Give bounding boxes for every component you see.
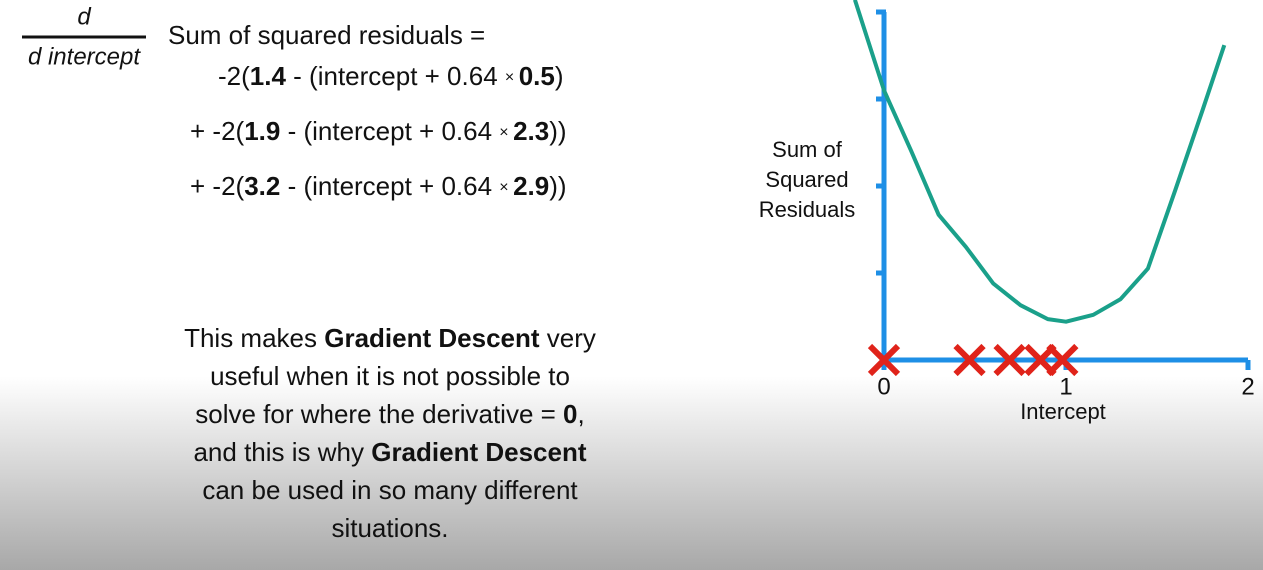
text-run: solve for where the derivative = (195, 399, 563, 429)
x-marker (1046, 343, 1079, 377)
formula-term: + -2(3.2 - (intercept + 0.64 × 2.9)) (190, 171, 567, 201)
x-axis-label: Intercept (1020, 399, 1106, 424)
paragraph-line: useful when it is not possible to (210, 361, 570, 391)
text-run: useful when it is not possible to (210, 361, 570, 391)
text-run: × (499, 124, 513, 141)
text-run: can be used in so many different (202, 475, 578, 505)
paragraph-line: This makes Gradient Descent very (184, 323, 596, 353)
text-run: 2.9 (513, 171, 549, 201)
curve (852, 0, 1227, 324)
text-run: )) (549, 171, 566, 201)
text-run: very (540, 323, 596, 353)
x-marker (953, 343, 986, 377)
text-run: + -2( (190, 171, 245, 201)
text-run: 1.4 (250, 61, 287, 91)
formula-term: -2(1.4 - (intercept + 0.64 × 0.5) (218, 61, 564, 91)
formula-lead: Sum of squared residuals = (168, 20, 485, 50)
text-run: × (505, 69, 519, 86)
x-marker (867, 343, 901, 377)
text-run: situations. (331, 513, 448, 543)
x-marker (993, 343, 1026, 377)
text-run: 0.5 (519, 61, 555, 91)
text-run: )) (549, 116, 566, 146)
text-run: 0 (563, 399, 577, 429)
text-run: This makes (184, 323, 324, 353)
text-run: ) (555, 61, 564, 91)
fraction-denominator: d intercept (28, 43, 141, 70)
paragraph-line: solve for where the derivative = 0, (195, 399, 585, 429)
text-run: - (intercept + 0.64 (280, 171, 499, 201)
text-run: Gradient Descent (371, 437, 587, 467)
paragraph-line: situations. (331, 513, 448, 543)
x-tick-label: 0 (877, 373, 890, 400)
y-axis-label: Squared (765, 167, 848, 192)
text-run: -2( (218, 61, 250, 91)
text-run: , (578, 399, 585, 429)
paragraph-line: can be used in so many different (202, 475, 578, 505)
x-tick-label: 2 (1241, 373, 1254, 400)
text-run: Gradient Descent (324, 323, 540, 353)
text-run: 1.9 (244, 116, 280, 146)
fraction-numerator: d (77, 3, 91, 30)
y-axis-label: Sum of (772, 137, 843, 162)
text-run: 2.3 (513, 116, 549, 146)
paragraph-line: and this is why Gradient Descent (193, 437, 586, 467)
text-run: + -2( (190, 116, 245, 146)
text-run: - (intercept + 0.64 (286, 61, 505, 91)
x-tick-label: 1 (1059, 373, 1072, 400)
text-run: and this is why (193, 437, 371, 467)
y-axis-label: Residuals (759, 197, 856, 222)
text-run: 3.2 (244, 171, 280, 201)
text-run: - (intercept + 0.64 (280, 116, 499, 146)
text-run: × (499, 179, 513, 196)
formula-term: + -2(1.9 - (intercept + 0.64 × 2.3)) (190, 116, 567, 146)
